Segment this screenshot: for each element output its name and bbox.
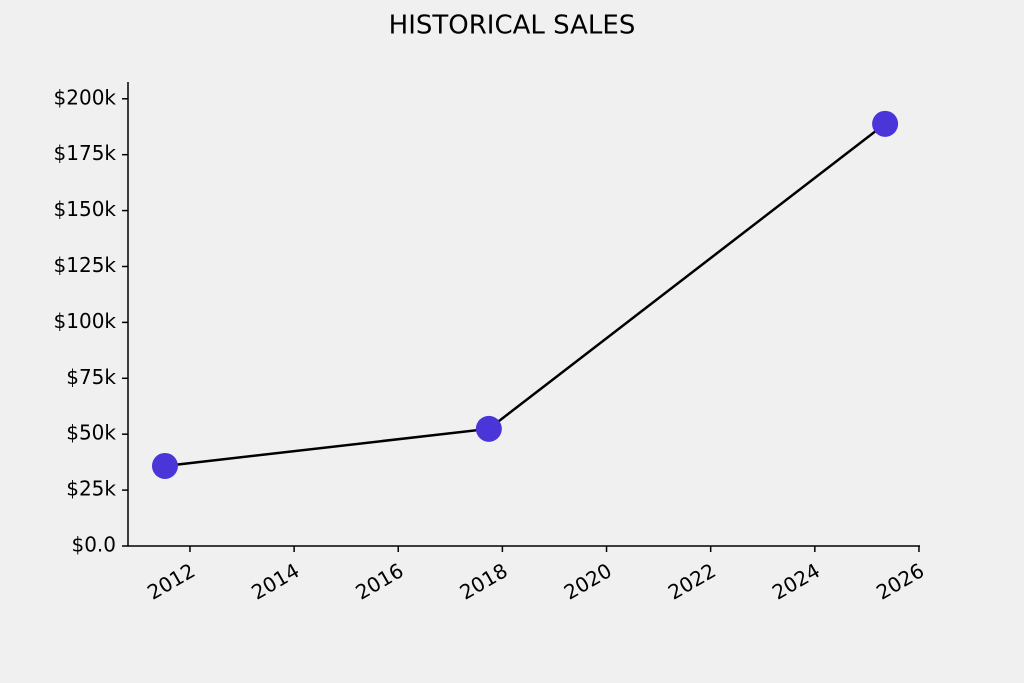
data-point: [872, 110, 899, 137]
y-tick-label: $0.0: [71, 533, 116, 557]
data-point: [475, 415, 502, 442]
y-tick-label: $25k: [66, 477, 116, 501]
y-tick-label: $200k: [54, 85, 117, 109]
y-tick-label: $75k: [66, 365, 116, 389]
y-tick-label: $150k: [54, 197, 117, 221]
y-tick-label: $50k: [66, 421, 116, 445]
y-tick-label: $125k: [54, 253, 117, 277]
data-point: [151, 452, 178, 479]
y-tick-label: $175k: [54, 141, 117, 165]
chart-title: HISTORICAL SALES: [389, 11, 636, 41]
y-tick-label: $100k: [54, 309, 117, 333]
